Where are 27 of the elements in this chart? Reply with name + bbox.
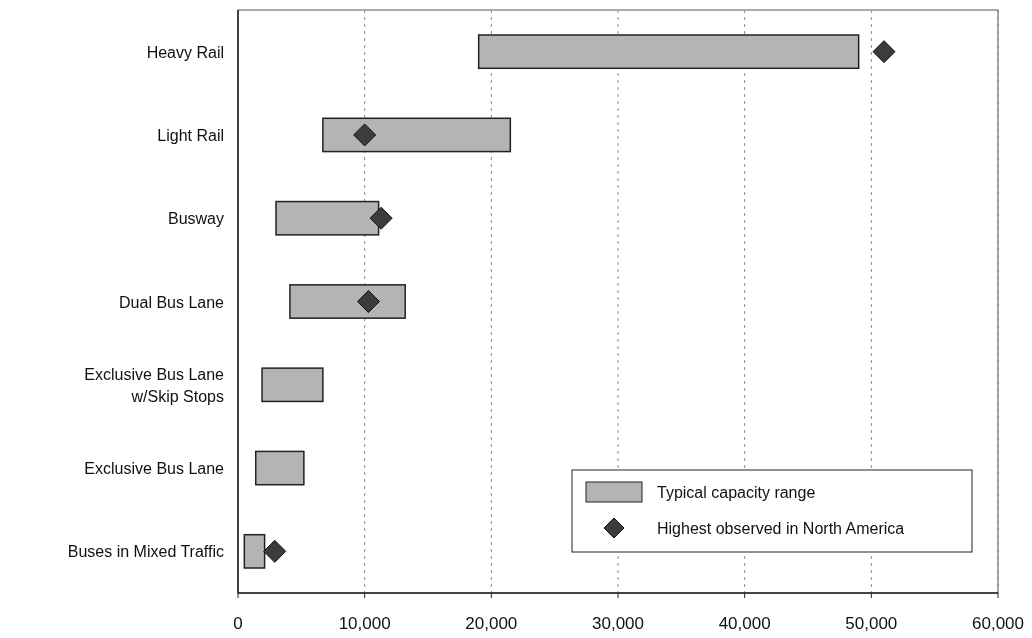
point bbox=[872, 40, 896, 64]
y-tick-label: Exclusive Bus Lane w/Skip Stops bbox=[84, 365, 225, 405]
legend-label: Highest observed in North America bbox=[657, 520, 905, 537]
y-tick-label: Exclusive Bus Lane bbox=[84, 460, 225, 478]
bar bbox=[275, 200, 380, 236]
y-tick-label: Light Rail bbox=[157, 126, 224, 144]
bar bbox=[289, 284, 406, 319]
bar bbox=[254, 450, 305, 486]
x-tick-label: 40,000 bbox=[718, 614, 771, 633]
y-tick-label: Heavy Rail bbox=[146, 43, 224, 61]
point bbox=[356, 290, 380, 313]
x-tick-label: 20,000 bbox=[465, 614, 518, 633]
bar bbox=[243, 533, 266, 569]
bar bbox=[261, 367, 324, 403]
x-tick-label: 30,000 bbox=[592, 614, 644, 633]
y-tick-label: Buses in Mixed Traffic bbox=[67, 543, 224, 561]
bar bbox=[477, 34, 860, 70]
x-tick-label: 50,000 bbox=[845, 614, 898, 633]
legend-label: Typical capacity range bbox=[657, 484, 816, 501]
x-tick-label: 60,000 bbox=[972, 614, 1024, 633]
point bbox=[369, 206, 393, 230]
y-tick-label: Busway bbox=[167, 210, 224, 228]
point bbox=[353, 123, 377, 147]
y-tick-label: Dual Bus Lane bbox=[119, 293, 225, 311]
bar bbox=[322, 117, 512, 153]
x-tick-label: 10,000 bbox=[338, 614, 391, 633]
x-tick-label: 0 bbox=[233, 614, 243, 633]
